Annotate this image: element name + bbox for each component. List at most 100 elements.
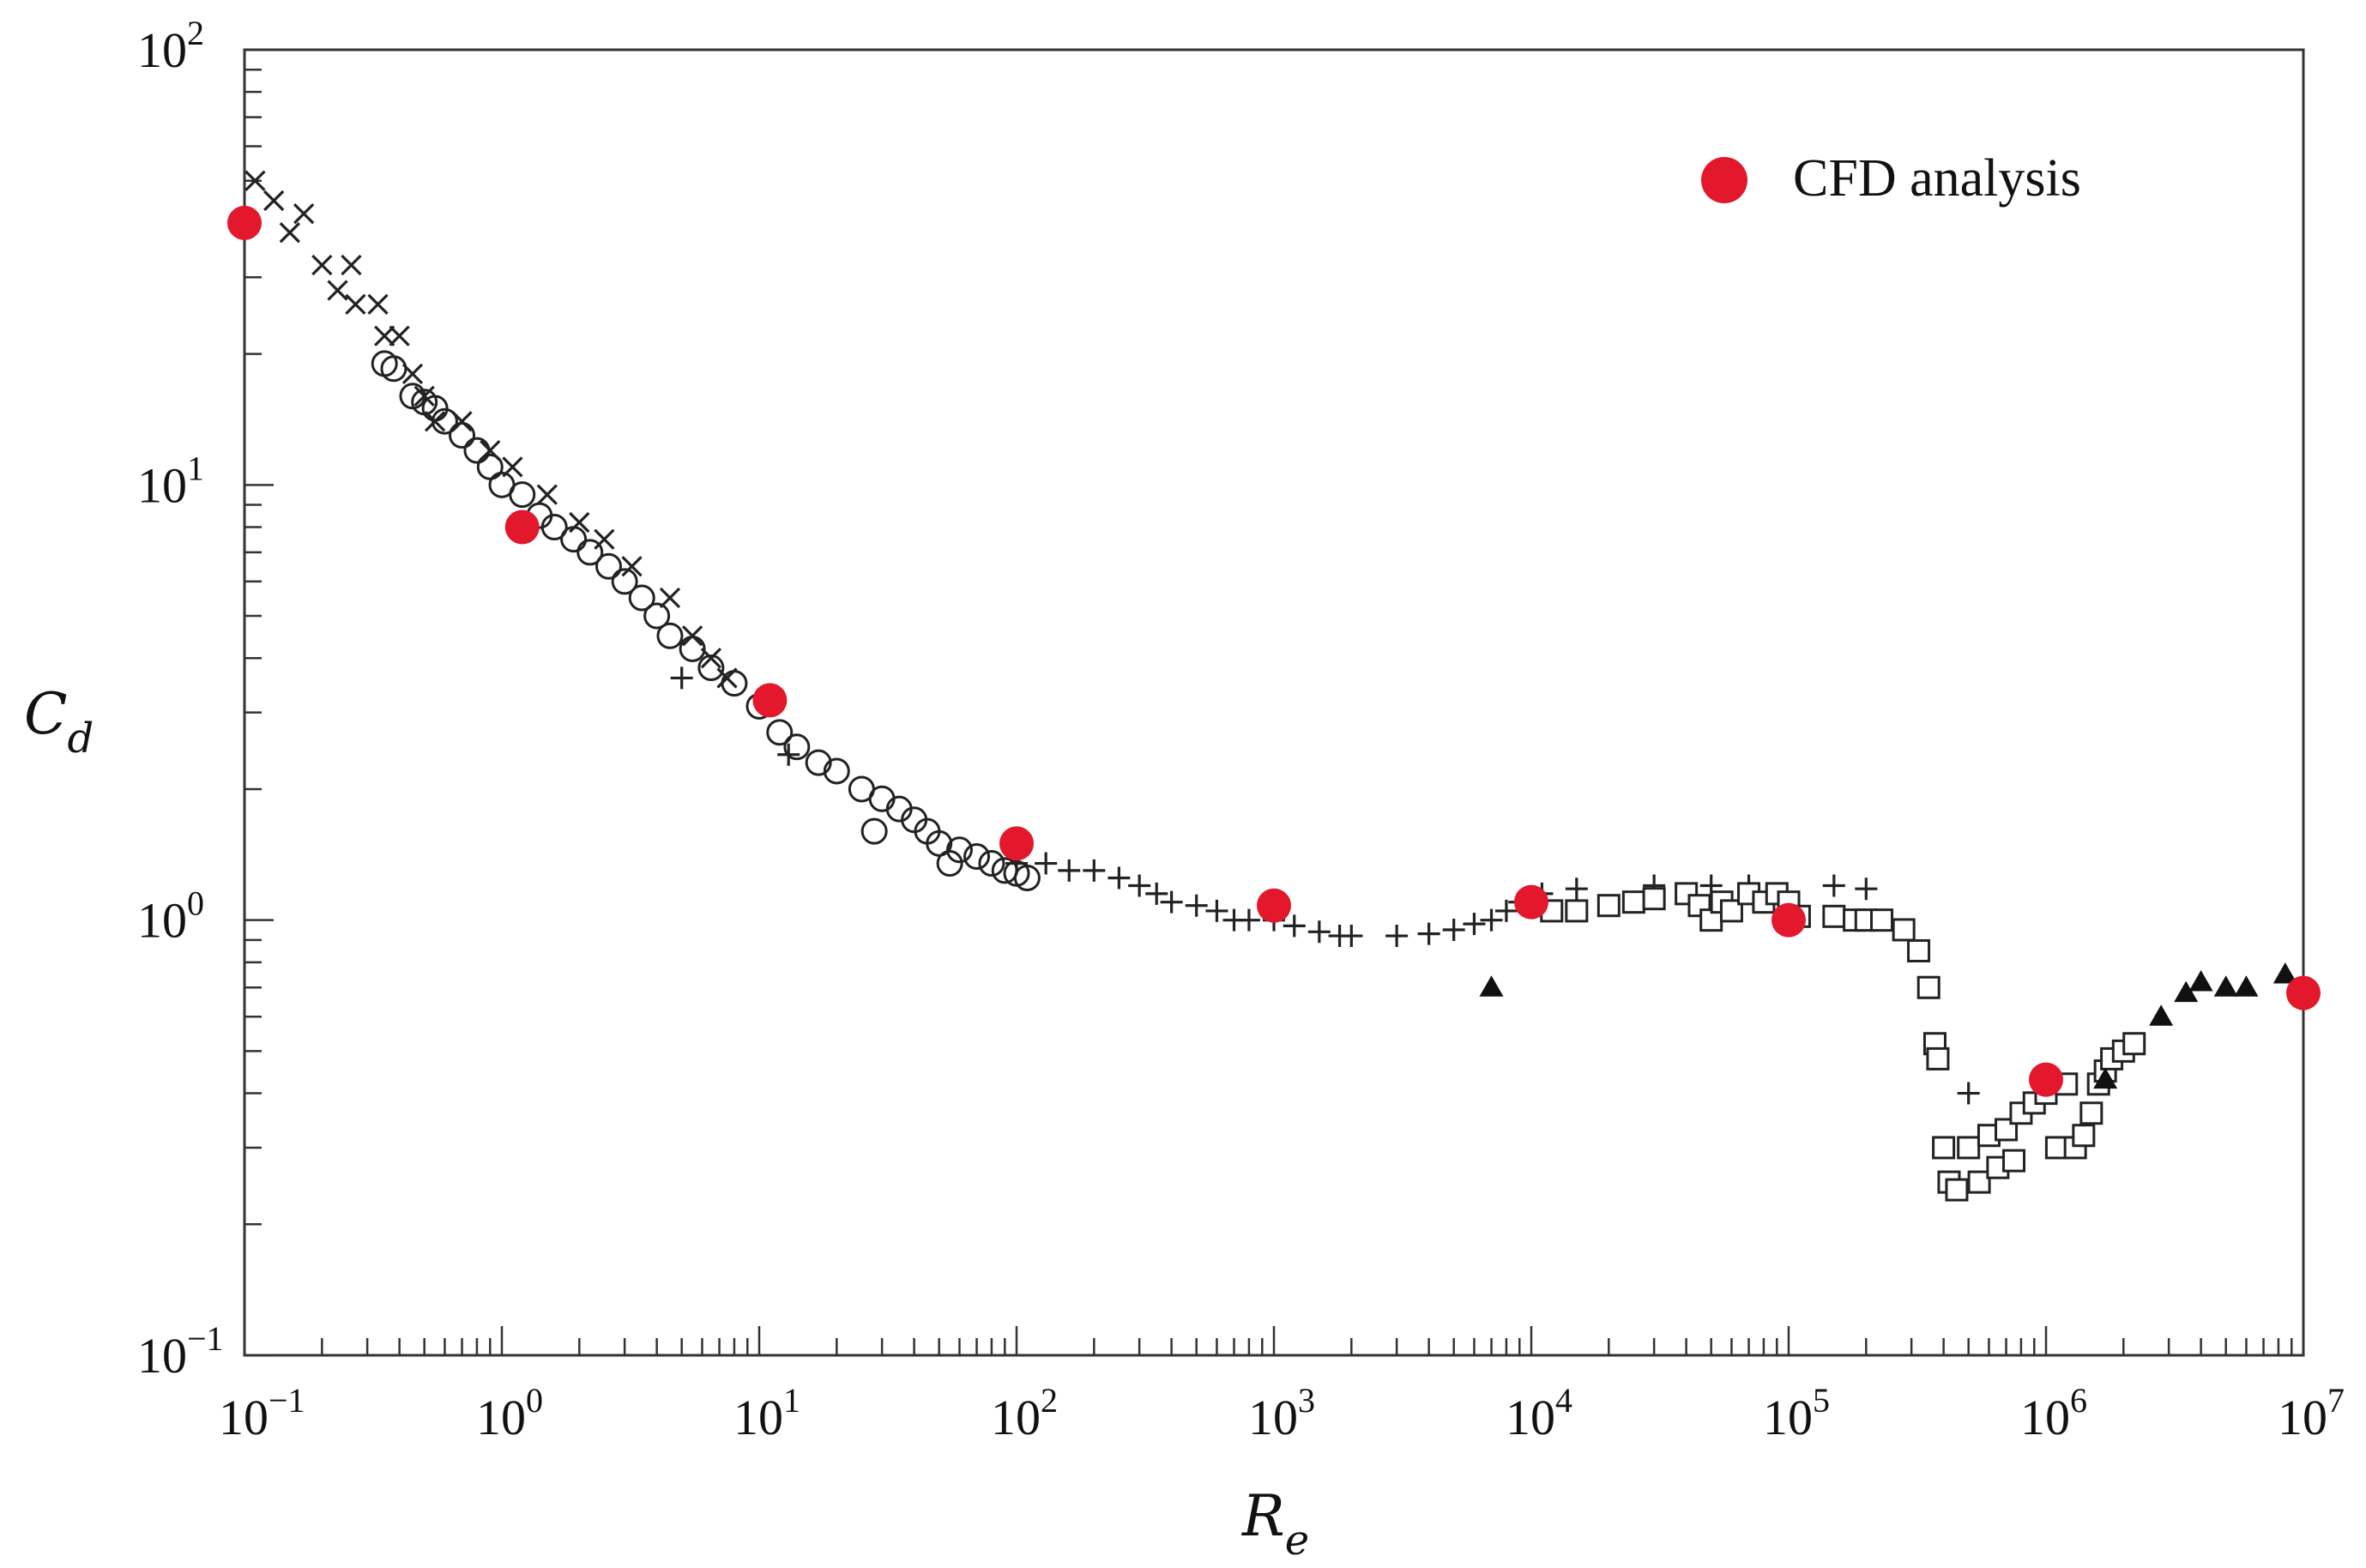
x-tick-label: 10−1: [219, 1381, 305, 1445]
y-axis-title-subscript: d: [68, 715, 94, 763]
marker-plus: [1035, 852, 1058, 875]
marker-square-open: [1870, 908, 1894, 932]
marker-plus: [1822, 874, 1845, 897]
marker-x: [263, 190, 285, 212]
marker-plus: [1855, 877, 1878, 901]
y-axis-title-base: C: [24, 681, 68, 747]
x-axis-title-base: R: [1241, 1483, 1285, 1549]
marker-square-open: [1907, 938, 1931, 962]
marker-circle-open: [823, 757, 850, 785]
marker-square-open: [2079, 1101, 2103, 1125]
marker-square-open: [1926, 1046, 1950, 1070]
marker-plus: [1494, 899, 1518, 922]
marker-circle-open: [595, 552, 622, 580]
marker-circle-open: [449, 422, 476, 449]
marker-plus: [1237, 908, 1260, 932]
marker-circle-open: [540, 513, 568, 540]
marker-triangle: [2093, 1067, 2118, 1089]
cfd-point: [999, 826, 1034, 861]
svg-text:Cd: Cd: [24, 681, 94, 763]
legend-label-cfd: CFD analysis: [1793, 149, 2081, 208]
marker-plus: [1128, 874, 1151, 897]
marker-circle-open: [431, 407, 458, 435]
marker-circle-open: [1013, 865, 1041, 892]
marker-square-open: [1687, 894, 1711, 918]
y-tick-label: 102: [137, 14, 204, 78]
legend-marker-cfd: [1701, 157, 1747, 203]
marker-triangle: [2234, 975, 2259, 997]
marker-circle-open: [509, 481, 536, 509]
cfd-point: [2029, 1062, 2063, 1097]
cfd-point: [2286, 975, 2321, 1010]
marker-square-open: [1945, 1178, 1969, 1202]
y-tick-label: 100: [137, 884, 204, 949]
marker-circle-open: [560, 526, 588, 553]
marker-circle-open: [628, 584, 655, 612]
marker-x: [389, 325, 410, 347]
marker-square-open: [1892, 918, 1916, 942]
marker-square-open: [1596, 894, 1621, 918]
marker-x: [374, 325, 395, 347]
marker-x: [327, 280, 348, 301]
marker-square-open: [2044, 1136, 2068, 1160]
marker-plus: [1957, 1082, 1980, 1105]
x-tick-label: 106: [2020, 1381, 2087, 1445]
marker-circle-open: [860, 817, 888, 845]
marker-circle-open: [963, 843, 991, 871]
marker-plus: [777, 743, 800, 766]
marker-x: [341, 254, 362, 276]
marker-plus: [1160, 890, 1183, 914]
marker-square-open: [1995, 1118, 2019, 1142]
x-tick-label: 103: [1248, 1381, 1315, 1445]
marker-circle-open: [463, 437, 491, 464]
cfd-point: [227, 205, 262, 240]
y-axis-title: Cd: [24, 681, 94, 763]
marker-square-open: [2122, 1032, 2146, 1056]
axis-tick-labels: 10−1 100 101 102 103 104 105 106 107 10−1 100 101 10…: [137, 14, 2345, 1445]
marker-triangle: [2174, 980, 2199, 1003]
data-markers: [227, 170, 2321, 1202]
marker-square-open: [1621, 890, 1645, 914]
svg-text:Re: Re: [1241, 1483, 1309, 1565]
marker-plus: [1108, 866, 1131, 890]
marker-circle-open: [679, 635, 706, 662]
x-tick-label: 100: [476, 1381, 543, 1445]
marker-plus: [1417, 922, 1440, 945]
cfd-point: [504, 510, 540, 545]
marker-circle-open: [656, 622, 684, 649]
marker-plus: [1463, 913, 1486, 936]
marker-x: [279, 222, 300, 244]
marker-circle-open: [643, 602, 671, 630]
marker-square-open: [1957, 1136, 1981, 1160]
marker-plus: [1145, 882, 1168, 905]
marker-plus: [1442, 918, 1465, 941]
marker-circle-open: [380, 355, 407, 383]
legend: CFD analysis: [1701, 149, 2081, 208]
marker-circle-open: [945, 836, 973, 864]
marker-square-open: [1642, 887, 1666, 911]
marker-triangle: [2272, 962, 2297, 984]
marker-square-open: [1967, 1170, 1991, 1194]
marker-square-open: [1822, 904, 1846, 928]
marker-plus: [1307, 920, 1331, 944]
x-tick-label: 104: [1506, 1381, 1572, 1445]
marker-triangle: [2188, 970, 2213, 992]
marker-plus: [670, 666, 693, 690]
y-tick-label: 10−1: [137, 1319, 224, 1384]
x-axis-title-subscript: e: [1285, 1517, 1309, 1565]
marker-square-open: [1932, 1136, 1956, 1160]
marker-x: [621, 556, 643, 577]
marker-triangle: [1479, 975, 1504, 997]
marker-plus: [1205, 899, 1228, 922]
x-tick-label: 107: [2278, 1381, 2345, 1445]
marker-plus: [1480, 908, 1503, 932]
marker-plus: [1058, 859, 1081, 882]
marker-plus: [1083, 859, 1106, 882]
marker-square-open: [1565, 899, 1589, 923]
marker-x: [536, 484, 558, 505]
marker-square-open: [2072, 1124, 2096, 1148]
cfd-point: [1257, 888, 1291, 923]
marker-circle-open: [766, 719, 794, 746]
marker-circle-open: [978, 850, 1005, 877]
marker-x: [345, 293, 366, 315]
